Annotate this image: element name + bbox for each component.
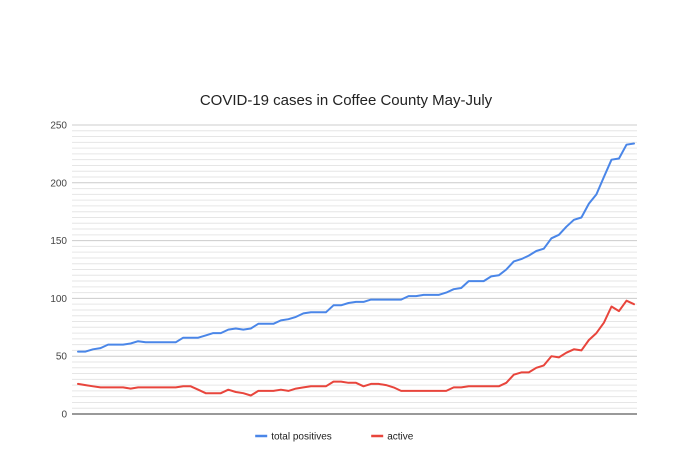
gridlines: [72, 124, 637, 409]
legend: total positives active: [255, 432, 414, 443]
y-tick-label: 200: [50, 178, 67, 189]
chart-title: COVID-19 cases in Coffee County May-July: [200, 92, 493, 109]
y-tick-label: 100: [50, 294, 67, 305]
legend-label-active: active: [387, 432, 414, 443]
y-tick-label: 0: [61, 410, 67, 421]
y-tick-label: 150: [50, 236, 67, 247]
y-tick-label: 50: [56, 352, 68, 363]
series-line-active: [77, 299, 635, 397]
series-line-total-positives: [77, 142, 635, 353]
series-lines: [77, 142, 635, 397]
y-tick-label: 250: [50, 121, 67, 132]
y-axis-ticks: 0 50 100 150 200 250: [50, 121, 67, 421]
legend-label-total-positives: total positives: [271, 432, 332, 443]
